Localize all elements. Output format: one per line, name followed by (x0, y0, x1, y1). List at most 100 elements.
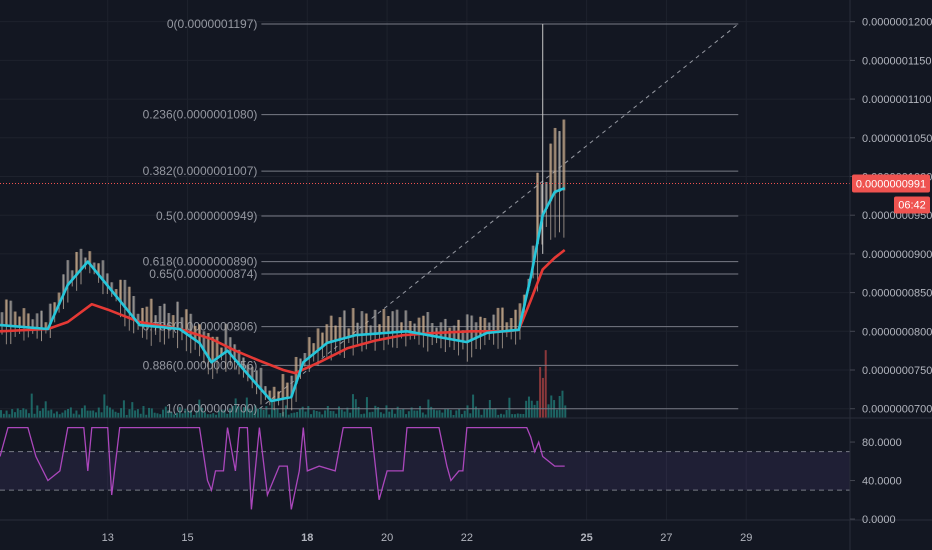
trend-line[interactable] (259, 23, 739, 410)
volume-bar (108, 407, 111, 418)
volume-bar (276, 408, 279, 418)
candle-body (140, 307, 144, 326)
volume-bar (494, 408, 497, 418)
time-tick-label: 18 (301, 532, 313, 544)
volume-bar (290, 413, 293, 418)
price-tick-label: 0.0000001200 (862, 17, 932, 29)
candle-body (277, 391, 281, 400)
volume-bar (432, 409, 435, 418)
volume-bar (156, 413, 159, 418)
volume-bar (374, 405, 377, 418)
candle-body (298, 358, 302, 371)
candle-body (233, 344, 237, 360)
volume-bar (72, 413, 75, 418)
candle-body (92, 262, 96, 270)
volume-bar (472, 394, 475, 418)
candle-body (57, 292, 61, 305)
volume-bar (148, 407, 151, 418)
volume-bar (136, 409, 139, 418)
candle-body (426, 312, 430, 336)
volume-bar (229, 408, 232, 418)
candle-body (105, 273, 109, 286)
volume-bar (391, 409, 394, 418)
volume-bar (558, 395, 561, 418)
candle-body (123, 279, 127, 308)
candle-body (562, 119, 566, 191)
volume-bar (78, 414, 81, 418)
candle-body (443, 318, 447, 339)
candle-body (360, 311, 364, 336)
candle-body (18, 316, 22, 327)
volume-bar (153, 412, 156, 418)
volume-bar (184, 408, 187, 418)
candle-body (48, 303, 52, 325)
volume-bar (270, 398, 273, 418)
candle-body (281, 374, 285, 400)
volume-bar (69, 407, 72, 418)
candle-body (505, 322, 509, 332)
rsi-axis[interactable]: 80.0000 40.0000 0.0000 (850, 437, 902, 526)
candle-body (404, 310, 408, 333)
volume-bar (511, 414, 514, 418)
volume-bar (298, 409, 301, 418)
volume-bar (170, 412, 173, 418)
volume-bar (541, 377, 544, 418)
candle-body (259, 367, 263, 390)
volume-bar (61, 412, 64, 418)
volume-bar (226, 413, 229, 418)
volume-bar (81, 408, 84, 418)
rsi-tick-label: 40.0000 (862, 476, 902, 488)
rsi-pane[interactable] (0, 426, 850, 510)
price-tick-label: 0.0000001100 (862, 94, 932, 106)
volume-bar (539, 367, 542, 418)
candle-body (518, 303, 522, 326)
candle-body (228, 337, 232, 355)
volume-bar (131, 402, 134, 418)
volume-bar (262, 409, 265, 418)
volume-bar (181, 413, 184, 418)
time-tick-label: 13 (102, 532, 114, 544)
volume-bar (304, 411, 307, 418)
volume-bar (94, 412, 97, 418)
volume-bar (527, 396, 530, 418)
candle-body (35, 313, 39, 329)
volume-bar (329, 410, 332, 418)
candle-body (75, 251, 79, 276)
volume-bar (525, 400, 528, 418)
volume-bar (477, 409, 480, 418)
candle-body (206, 333, 210, 358)
candle-body (382, 309, 386, 334)
candle-body (395, 309, 399, 333)
candle-body (215, 336, 219, 359)
price-tick-label: 0.0000000750 (862, 365, 932, 377)
volume-bar (92, 410, 95, 418)
fib-level-label: 0.886(0.0000000756) (143, 358, 258, 372)
dashed-trend-line[interactable] (259, 23, 739, 410)
volume-bar (256, 408, 259, 418)
volume-bar (142, 406, 145, 418)
fib-level-label: 1(0.0000000700) (166, 402, 257, 416)
candle-body (31, 319, 35, 329)
candle-body (219, 347, 223, 356)
volume-bar (67, 408, 70, 418)
candle-body (421, 315, 425, 335)
fibonacci-retracement[interactable]: 0(0.0000001197) 0.236(0.0000001080) 0.382(… (143, 17, 739, 416)
candle-body (483, 317, 487, 335)
candle-body (83, 257, 87, 265)
price-badge-background (852, 174, 930, 193)
candle-body (285, 382, 289, 399)
volume-bar (491, 409, 494, 418)
candle-body (439, 322, 443, 338)
time-axis[interactable]: 13 15 18 20 22 25 27 29 (102, 532, 753, 544)
volume-bar (11, 409, 14, 418)
rsi-tick-label: 0.0000 (862, 514, 896, 526)
volume-bar (393, 413, 396, 418)
volume-bar (365, 397, 368, 418)
candle-body (0, 312, 4, 326)
candle-body (224, 323, 228, 353)
volume-bar (561, 390, 564, 418)
volume-bar (50, 409, 53, 418)
candle-body (290, 375, 294, 397)
volume-bar (254, 405, 257, 418)
